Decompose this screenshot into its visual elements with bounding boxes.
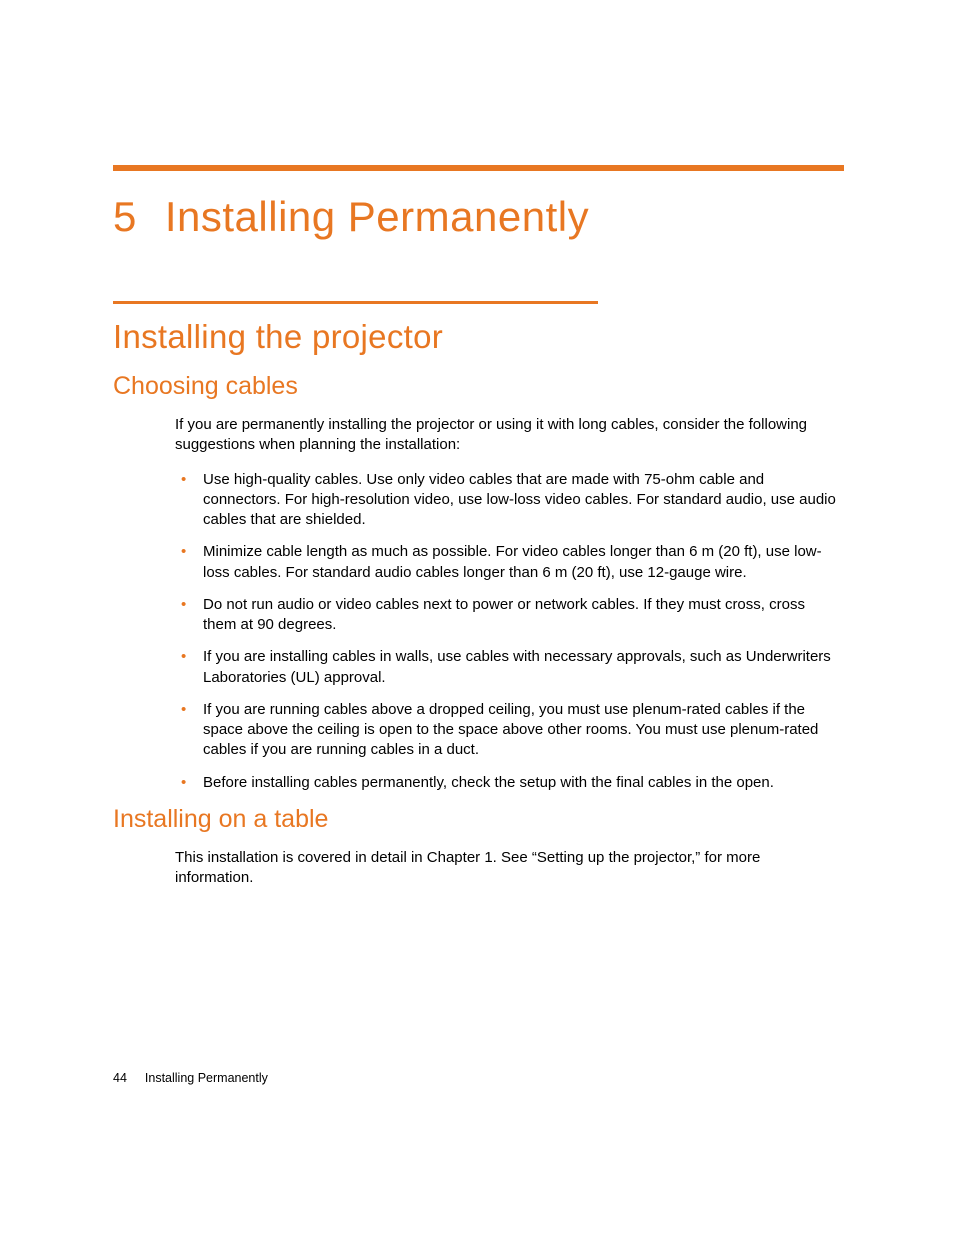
running-title: Installing Permanently (145, 1071, 268, 1085)
document-page: 5 Installing Permanently Installing the p… (0, 0, 954, 1235)
chapter-number: 5 (113, 193, 137, 241)
bullet-list: Use high-quality cables. Use only video … (175, 470, 842, 793)
subsection-heading-choosing-cables: Choosing cables (113, 372, 844, 401)
subsection-heading-installing-table: Installing on a table (113, 805, 844, 834)
page-number: 44 (113, 1071, 127, 1085)
list-item: If you are running cables above a droppe… (175, 700, 842, 761)
list-item: Do not run audio or video cables next to… (175, 595, 842, 636)
page-footer: 44 Installing Permanently (113, 1071, 268, 1085)
list-item: Before installing cables permanently, ch… (175, 773, 842, 793)
list-item: Minimize cable length as much as possibl… (175, 542, 842, 583)
list-item: If you are installing cables in walls, u… (175, 647, 842, 688)
chapter-heading: 5 Installing Permanently (113, 193, 844, 241)
subsection-block: Installing on a table This installation … (113, 805, 844, 889)
list-item: Use high-quality cables. Use only video … (175, 470, 842, 531)
intro-paragraph: If you are permanently installing the pr… (175, 415, 842, 456)
section-rule (113, 301, 598, 304)
chapter-rule (113, 165, 844, 171)
section-heading: Installing the projector (113, 318, 844, 356)
body-paragraph: This installation is covered in detail i… (175, 848, 842, 889)
chapter-title: Installing Permanently (165, 193, 589, 240)
